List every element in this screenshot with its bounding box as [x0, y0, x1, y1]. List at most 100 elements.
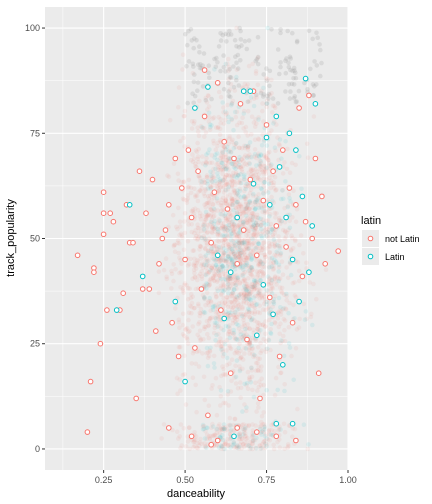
- background-point: [260, 247, 266, 252]
- background-point: [225, 235, 230, 240]
- background-point: [227, 279, 233, 284]
- background-point: [265, 157, 271, 163]
- background-point: [260, 245, 266, 250]
- background-point: [177, 270, 182, 276]
- background-point: [294, 38, 300, 44]
- background-point: [207, 122, 213, 127]
- background-point: [236, 345, 241, 351]
- background-point: [218, 265, 223, 270]
- background-point: [284, 265, 289, 270]
- background-point: [210, 170, 216, 176]
- background-point: [228, 82, 234, 87]
- background-point: [253, 202, 258, 208]
- background-point: [268, 432, 274, 437]
- background-point: [252, 318, 257, 323]
- background-point: [200, 63, 205, 68]
- background-point: [248, 445, 254, 451]
- background-point: [256, 248, 261, 254]
- point-latin: [306, 269, 312, 276]
- background-point: [222, 146, 228, 152]
- background-point: [246, 289, 252, 294]
- background-point: [241, 108, 247, 114]
- background-point: [221, 237, 227, 243]
- background-point: [226, 56, 231, 62]
- background-point: [210, 179, 215, 184]
- background-point: [244, 408, 249, 414]
- point-not-latin: [260, 197, 267, 204]
- background-point: [275, 242, 280, 248]
- background-point: [197, 320, 202, 325]
- background-point: [229, 299, 234, 305]
- background-point: [256, 241, 261, 247]
- background-point: [210, 263, 215, 269]
- background-point: [254, 153, 260, 159]
- background-point: [222, 426, 227, 432]
- background-point: [262, 424, 268, 430]
- background-point: [221, 53, 226, 58]
- background-point: [236, 157, 241, 163]
- background-point: [187, 328, 192, 334]
- background-point: [244, 162, 250, 167]
- background-point: [247, 314, 252, 320]
- y-tick-label: 25: [30, 339, 40, 349]
- background-point: [172, 249, 178, 254]
- background-point: [236, 351, 242, 356]
- background-point: [165, 173, 170, 178]
- background-point: [186, 425, 192, 430]
- background-point: [221, 177, 227, 182]
- background-point: [211, 141, 217, 146]
- background-point: [257, 310, 263, 316]
- x-tick-label: 0.75: [258, 475, 276, 485]
- background-point: [258, 153, 264, 158]
- background-point: [241, 194, 247, 199]
- background-point: [225, 436, 230, 442]
- background-point: [260, 229, 266, 234]
- background-point: [258, 446, 264, 451]
- background-point: [221, 250, 226, 255]
- background-point: [256, 270, 262, 275]
- background-point: [247, 314, 252, 320]
- point-not-latin: [100, 210, 107, 216]
- background-point: [255, 196, 261, 201]
- point-not-latin: [270, 168, 276, 174]
- background-point: [221, 184, 226, 190]
- background-point: [182, 108, 188, 114]
- background-point: [254, 280, 260, 285]
- background-point: [223, 400, 228, 406]
- background-point: [250, 232, 256, 238]
- background-point: [242, 263, 248, 268]
- background-point: [306, 28, 312, 34]
- background-point: [255, 344, 261, 350]
- background-point: [239, 156, 244, 162]
- background-point: [249, 154, 254, 160]
- background-point: [210, 268, 215, 273]
- background-point: [214, 162, 219, 167]
- background-point: [213, 272, 218, 278]
- background-point: [221, 422, 227, 427]
- background-point: [250, 316, 255, 322]
- background-point: [289, 81, 295, 87]
- point-not-latin: [139, 286, 146, 292]
- background-point: [253, 206, 258, 212]
- background-point: [265, 77, 271, 82]
- background-point: [255, 323, 260, 329]
- background-point: [245, 341, 250, 347]
- background-point: [238, 329, 243, 335]
- background-point: [257, 163, 263, 169]
- background-point: [221, 303, 227, 309]
- background-point: [211, 274, 216, 279]
- background-point: [243, 201, 249, 207]
- background-point: [291, 302, 296, 308]
- background-point: [245, 133, 250, 138]
- background-point: [247, 303, 253, 309]
- background-point: [230, 321, 236, 326]
- background-point: [227, 276, 233, 281]
- background-point: [207, 348, 213, 353]
- background-point: [267, 432, 272, 437]
- background-point: [278, 312, 284, 317]
- background-point: [262, 259, 268, 264]
- background-point: [191, 211, 197, 216]
- background-point: [233, 192, 239, 198]
- background-point: [218, 221, 224, 226]
- background-point: [206, 212, 211, 217]
